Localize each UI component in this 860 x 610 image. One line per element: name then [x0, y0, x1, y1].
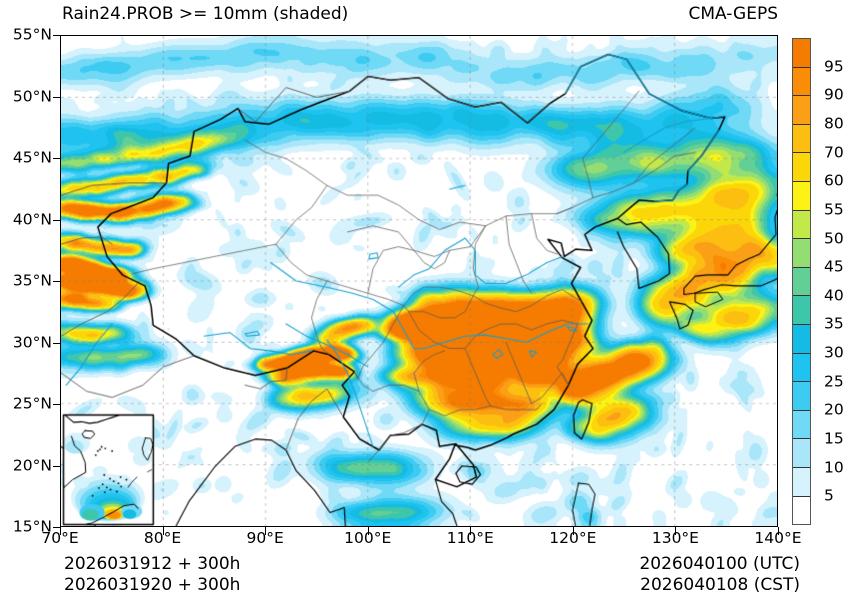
probability-colorbar	[792, 38, 811, 525]
colorbar-swatch	[793, 210, 810, 240]
longitude-tick-mark	[162, 527, 164, 535]
latitude-tick-mark	[53, 527, 61, 528]
colorbar-swatch	[793, 353, 810, 383]
precipitation-probability-field	[61, 36, 777, 526]
colorbar-tick-label: 55	[824, 200, 844, 219]
colorbar-swatch	[793, 496, 810, 525]
colorbar-tick-label: 60	[824, 171, 844, 190]
longitude-tick-label: 120°E	[549, 529, 597, 547]
latitude-tick-label: 50°N	[12, 86, 52, 105]
colorbar-tick-label: 50	[824, 228, 844, 247]
colorbar-swatch	[793, 467, 810, 497]
latitude-tick-label: 15°N	[12, 517, 52, 536]
latitude-tick-label: 40°N	[12, 209, 52, 228]
latitude-tick-label: 55°N	[12, 25, 52, 44]
footer-init-cst: 2026031920 + 300h	[64, 575, 241, 595]
latitude-tick-mark	[53, 404, 61, 405]
latitude-tick-mark	[53, 281, 61, 282]
colorbar-swatch	[793, 324, 810, 354]
latitude-axis: 55°N 50°N 45°N 40°N 35°N 30°N 25°N 20°N 15°N	[0, 0, 52, 610]
longitude-tick-label: 140°E	[754, 529, 802, 547]
colorbar-swatch	[793, 124, 810, 154]
latitude-tick-label: 45°N	[12, 148, 52, 167]
colorbar-swatch	[793, 96, 810, 125]
colorbar-tick-label: 90	[824, 85, 844, 104]
longitude-tick-label: 100°E	[344, 529, 392, 547]
page-title: Rain24.PROB >= 10mm (shaded)	[62, 4, 349, 24]
footer-valid-utc: 2026040100 (UTC)	[639, 554, 800, 574]
colorbar-swatch	[793, 67, 810, 97]
colorbar-tick-label: 15	[824, 429, 844, 448]
colorbar-swatch	[793, 239, 810, 268]
colorbar-tick-label: 40	[824, 286, 844, 305]
colorbar-tick-label: 25	[824, 372, 844, 390]
colorbar-tick-label: 5	[824, 486, 834, 505]
colorbar-tick-label: 20	[824, 400, 844, 419]
colorbar-swatch	[793, 296, 810, 325]
colorbar-tick-label: 10	[824, 457, 844, 476]
latitude-tick-mark	[53, 158, 61, 159]
latitude-tick-mark	[53, 219, 61, 221]
longitude-tick-mark	[572, 527, 574, 535]
longitude-tick-label: 90°E	[246, 529, 284, 547]
colorbar-swatch	[793, 410, 810, 440]
latitude-tick-mark	[53, 342, 61, 344]
longitude-tick-label: 80°E	[143, 529, 182, 547]
latitude-tick-label: 30°N	[12, 332, 52, 351]
model-label: CMA-GEPS	[688, 4, 778, 24]
colorbar-tick-label: 80	[824, 114, 844, 133]
latitude-tick-label: 25°N	[12, 394, 52, 413]
colorbar-tick-labels: 95 90 80 70 60 55 50 45 40 35 30 25 20 15 10 5	[816, 38, 860, 525]
colorbar-tick-label: 95	[824, 56, 844, 75]
colorbar-swatch	[793, 267, 810, 297]
colorbar-swatch	[793, 382, 810, 411]
longitude-tick-mark	[60, 527, 61, 535]
latitude-tick-label: 20°N	[12, 455, 52, 474]
footer-valid-times: 2026040100 (UTC) 2026040108 (CST)	[639, 554, 800, 596]
colorbar-tick-label: 45	[824, 257, 844, 276]
longitude-tick-label: 110°E	[446, 529, 494, 547]
longitude-tick-label: 130°E	[651, 529, 699, 547]
longitude-tick-mark	[778, 527, 779, 535]
footer-init-times: 2026031912 + 300h 2026031920 + 300h	[64, 554, 240, 596]
longitude-tick-label: 70°E	[41, 529, 79, 547]
colorbar-swatch	[793, 39, 810, 68]
colorbar-swatch	[793, 153, 810, 182]
longitude-tick-mark	[367, 527, 369, 535]
longitude-tick-mark	[675, 527, 677, 535]
latitude-tick-mark	[53, 96, 61, 98]
latitude-tick-label: 35°N	[12, 271, 52, 290]
footer-valid-cst: 2026040108 (CST)	[640, 575, 800, 595]
latitude-tick-mark	[53, 465, 61, 467]
colorbar-swatch	[793, 181, 810, 211]
latitude-tick-mark	[53, 35, 61, 36]
map-plot-area	[60, 35, 778, 527]
footer-init-utc: 2026031912 + 300h	[64, 554, 241, 574]
longitude-tick-mark	[265, 527, 267, 535]
colorbar-tick-label: 35	[824, 314, 844, 333]
longitude-tick-mark	[470, 527, 472, 535]
colorbar-tick-label: 70	[824, 142, 844, 161]
colorbar-swatch	[793, 439, 810, 468]
colorbar-tick-label: 30	[824, 343, 844, 362]
